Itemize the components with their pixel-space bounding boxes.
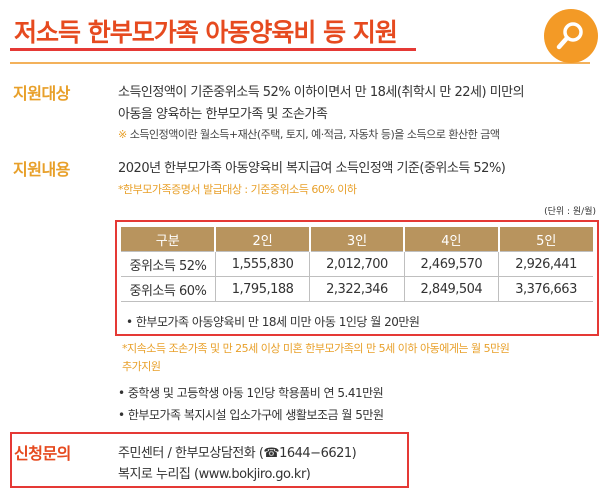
income-table-highlight xyxy=(115,220,599,336)
title-underline xyxy=(10,48,416,51)
bullet-item: • 한부모가족 복지시설 입소가구에 생활보조금 월 5만원 xyxy=(118,408,384,422)
table-cell: 2,926,441 xyxy=(498,251,593,277)
search-icon xyxy=(556,22,583,50)
table-cell: 중위소득 60% xyxy=(121,276,216,302)
income-table: 구분 2인 3인 4인 5인 중위소득 52% 1,555,830 2,012,… xyxy=(121,227,593,302)
eligibility-note: ※ 소득인정액이란 월소득+재산(주택, 토지, 예·적금, 자동차 등)을 소… xyxy=(118,126,500,142)
support-subnote: *한부모가족증명서 발급대상 : 기준중위소득 60% 이하 xyxy=(118,183,357,196)
support-line-1: 2020년 한부모가족 아동양육비 복지급여 소득인정액 기준(중위소득 52%… xyxy=(118,161,506,176)
table-note: • 한부모가족 아동양육비 만 18세 미만 아동 1인당 월 20만원 xyxy=(126,315,420,329)
contact-line-2: 복지로 누리집 (www.bokjiro.go.kr) xyxy=(118,467,311,482)
table-header-cell: 3인 xyxy=(309,227,406,252)
note-mark: ※ xyxy=(118,128,127,141)
unit-label: (단위 : 원/월) xyxy=(544,207,596,217)
contact-highlight xyxy=(10,432,409,488)
eligibility-label: 지원대상 xyxy=(13,84,70,103)
eligibility-note-text: 소득인정액이란 월소득+재산(주택, 토지, 예·적금, 자동차 등)을 소득으… xyxy=(129,128,500,141)
extra-orange-line-1: *지속소득 조손가족 및 만 25세 이상 미혼 한부모가족의 만 5세 이하 … xyxy=(122,342,510,355)
extra-orange-line-2: 추가지원 xyxy=(122,360,161,373)
support-label: 지원내용 xyxy=(13,160,70,179)
page-title: 저소득 한부모가족 아동양육비 등 지원 xyxy=(14,18,398,47)
table-row: 중위소득 52% 1,555,830 2,012,700 2,469,570 2… xyxy=(121,251,593,277)
table-row: 중위소득 60% 1,795,188 2,322,346 2,849,504 3… xyxy=(121,276,593,302)
contact-label: 신청문의 xyxy=(14,444,71,463)
eligibility-line-2: 아동을 양육하는 한부모가족 및 조손가족 xyxy=(118,107,328,122)
bullet-item: • 중학생 및 고등학생 아동 1인당 학용품비 연 5.41만원 xyxy=(118,386,384,400)
table-cell: 2,322,346 xyxy=(309,276,405,302)
eligibility-line-1: 소득인정액이 기준중위소득 52% 이하이면서 만 18세(취학시 만 22세)… xyxy=(118,85,525,100)
table-cell: 2,849,504 xyxy=(404,276,500,302)
header-divider xyxy=(10,62,590,64)
table-cell: 1,795,188 xyxy=(215,276,311,302)
table-cell: 1,555,830 xyxy=(215,251,311,277)
table-cell: 2,469,570 xyxy=(404,251,500,277)
table-cell: 2,012,700 xyxy=(309,251,405,277)
table-header-cell: 2인 xyxy=(215,227,311,252)
table-cell: 3,376,663 xyxy=(498,276,593,302)
table-header-cell: 4인 xyxy=(404,227,500,252)
contact-line-1: 주민센터 / 한부모상담전화 (☎1644−6621) xyxy=(118,446,357,461)
table-header-cell: 5인 xyxy=(498,227,593,252)
table-cell: 중위소득 52% xyxy=(121,251,216,277)
search-button[interactable] xyxy=(544,9,598,63)
table-header-cell: 구분 xyxy=(121,227,217,252)
table-header-row: 구분 2인 3인 4인 5인 xyxy=(121,227,593,252)
